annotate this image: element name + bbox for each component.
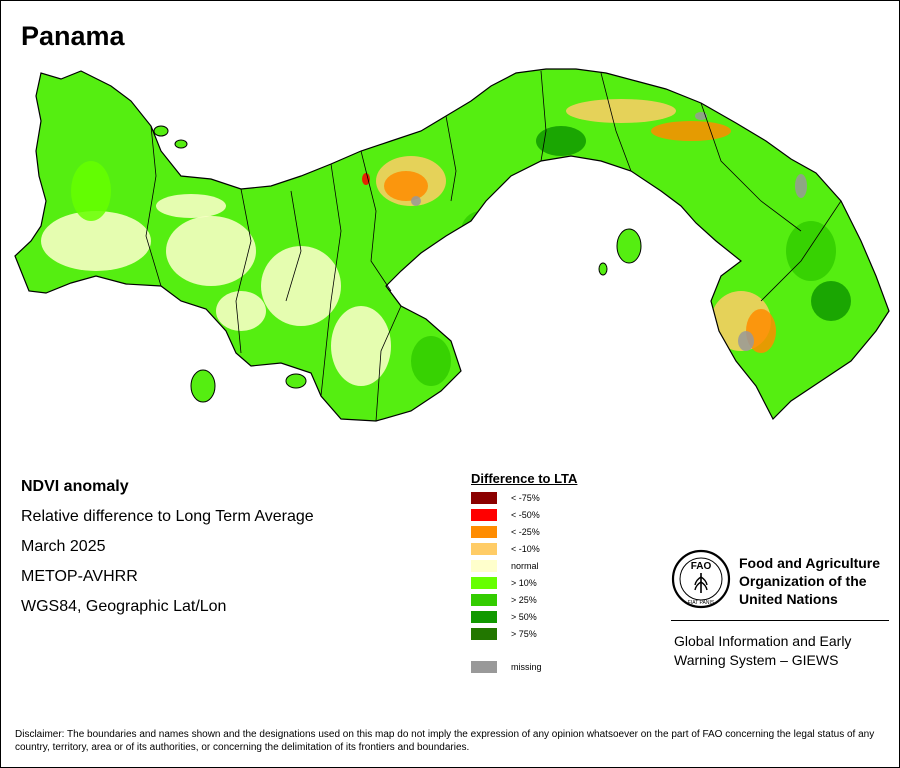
anomaly-patch [461,211,501,251]
fao-logo-motto: FIAT PANIS [688,600,715,606]
legend: Difference to LTA < -75% < -50% < -25% <… [471,471,631,676]
anomaly-patch [261,246,341,326]
legend-label: > 75% [511,629,537,639]
legend-label: > 10% [511,578,537,588]
legend-item-gt-25: > 25% [471,592,631,609]
disclaimer-text: Disclaimer: The boundaries and names sho… [15,729,875,753]
giews-line: Warning System – GIEWS [674,652,839,668]
giews-line: Global Information and Early [674,633,852,649]
anomaly-patch [216,291,266,331]
legend-swatch-missing [471,661,497,673]
anomaly-patch [362,173,370,185]
fao-logo-icon: FAO FIAT PANIS [671,549,731,609]
anomaly-patch [156,194,226,218]
legend-title: Difference to LTA [471,471,578,486]
legend-label: < -50% [511,510,540,520]
legend-label: > 50% [511,612,537,622]
anomaly-patch [384,171,428,201]
coastline [14,68,890,422]
anomaly-patch [331,306,391,386]
anomaly-patch [738,331,754,351]
legend-label: < -75% [511,493,540,503]
legend-item-lt-75: < -75% [471,490,631,507]
legend-item-lt-25: < -25% [471,524,631,541]
anomaly-patch [811,281,851,321]
legend-item-lt-50: < -50% [471,507,631,524]
indicator-label: NDVI anomaly [21,478,129,495]
fao-divider [671,620,889,621]
anomaly-patch [786,221,836,281]
projection-label: WGS84, Geographic Lat/Lon [21,598,227,615]
legend-item-gt-10: > 10% [471,575,631,592]
legend-item-normal: normal [471,558,631,575]
anomaly-patch [695,112,707,120]
legend-label: missing [511,662,542,672]
legend-swatch [471,594,497,606]
legend-label: < -25% [511,527,540,537]
legend-item-missing: missing [471,659,631,676]
legend-swatch [471,577,497,589]
legend-swatch [471,509,497,521]
fao-logo-text: FAO [691,561,712,572]
fao-org-line: Organization of the [739,573,867,589]
anomaly-patch [566,99,676,123]
sensor-label: METOP-AVHRR [21,568,138,585]
legend-item-gt-50: > 50% [471,609,631,626]
islands [153,125,642,403]
giews-name: Global Information and Early Warning Sys… [674,632,894,670]
fao-org-name: Food and Agriculture Organization of the… [739,554,899,608]
map-info: NDVI anomaly Relative difference to Long… [21,477,314,627]
province-boundaries [145,70,842,422]
anomaly-patch [536,126,586,156]
legend-swatch [471,543,497,555]
anomaly-patch [71,161,111,221]
description-label: Relative difference to Long Term Average [21,508,314,525]
date-label: March 2025 [21,538,106,555]
ndvi-anomaly-patches [41,99,851,386]
anomaly-patch [166,216,256,286]
anomaly-patch [651,121,731,141]
legend-swatch [471,526,497,538]
legend-swatch [471,560,497,572]
legend-label: > 25% [511,595,537,605]
anomaly-patch [795,174,807,198]
legend-item-gt-75: > 75% [471,626,631,643]
anomaly-patch [41,211,151,271]
legend-label: normal [511,561,539,571]
legend-swatch [471,492,497,504]
anomaly-patch [411,196,421,206]
fao-org-line: Food and Agriculture [739,555,881,571]
legend-swatch [471,611,497,623]
legend-item-lt-10: < -10% [471,541,631,558]
anomaly-patch [411,336,451,386]
fao-org-line: United Nations [739,591,838,607]
panama-map [14,68,890,422]
legend-swatch [471,628,497,640]
map-title: Panama [21,21,125,51]
legend-label: < -10% [511,544,540,554]
